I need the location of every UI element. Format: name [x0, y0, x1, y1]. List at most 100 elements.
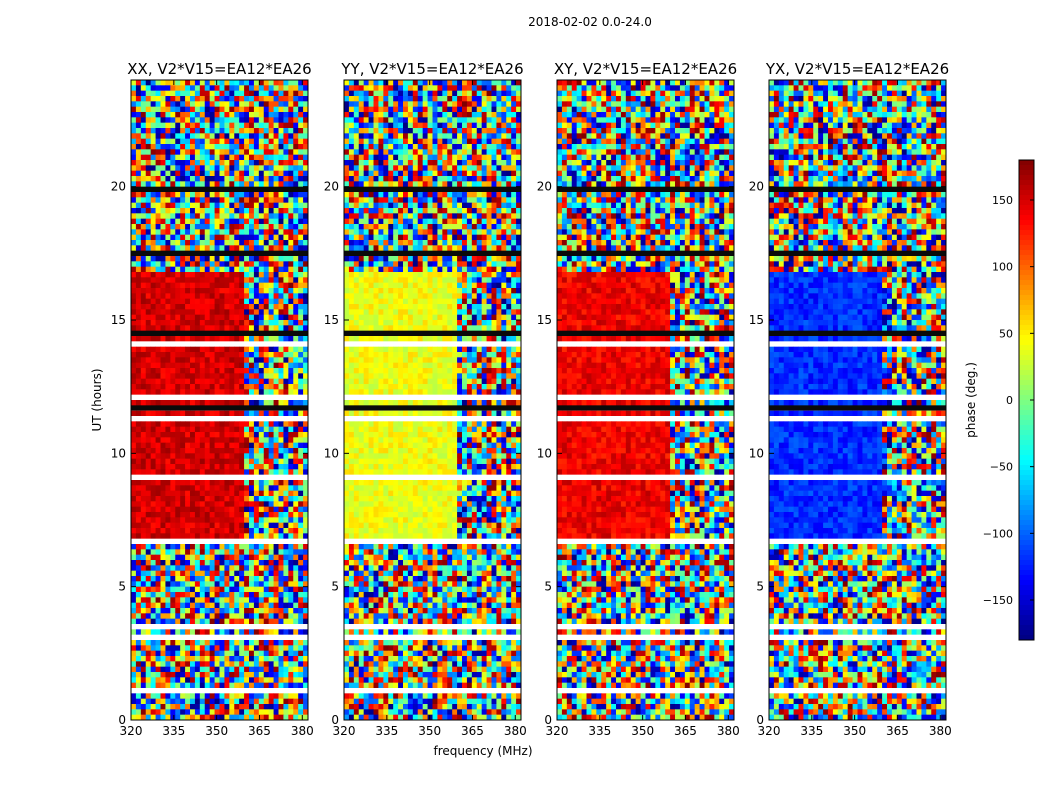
heat-cell: [204, 704, 211, 710]
heat-cell: [170, 277, 176, 284]
heat-cell: [457, 224, 463, 230]
heat-cell: [229, 304, 235, 310]
figure-title: 2018-02-02 0.0-24.0: [528, 15, 652, 29]
heat-cell: [373, 133, 379, 140]
heat-cell: [506, 96, 512, 102]
heat-cell: [229, 448, 235, 454]
heat-cell: [283, 544, 289, 550]
heat-cell: [293, 325, 299, 332]
heat-cell: [145, 234, 152, 241]
heat-cell: [234, 314, 240, 321]
heat-cell: [160, 229, 166, 236]
heat-cell: [253, 256, 260, 262]
heat-cell: [293, 709, 299, 716]
heat-cell: [135, 128, 142, 134]
heat-cell: [239, 592, 245, 598]
heat-cell: [249, 234, 255, 241]
heat-cell: [160, 240, 166, 246]
heat-cell: [190, 421, 196, 428]
heat-cell: [180, 592, 186, 598]
heat-cell: [150, 602, 156, 609]
heat-cell: [466, 208, 473, 214]
heat-cell: [283, 133, 289, 140]
heat-cell: [244, 202, 250, 209]
heat-cell: [185, 245, 191, 252]
heat-cell: [150, 517, 156, 524]
heat-cell: [303, 288, 309, 294]
heat-cell: [150, 565, 156, 572]
heat-cell: [199, 544, 206, 550]
heat-cell: [249, 138, 255, 145]
heat-cell: [190, 544, 196, 550]
heat-cell: [486, 144, 492, 150]
heat-cell: [219, 224, 225, 230]
heat-cell: [398, 218, 404, 225]
heat-cell: [258, 496, 265, 502]
heat-cell: [244, 298, 250, 305]
heat-cell: [224, 554, 230, 561]
heat-cell: [303, 650, 309, 657]
heat-cell: [466, 213, 473, 220]
heat-cell: [303, 682, 309, 689]
heat-cell: [283, 165, 289, 172]
heat-cell: [155, 442, 161, 449]
heat-cell: [150, 213, 156, 220]
heat-cell: [135, 122, 142, 129]
heat-cell: [185, 80, 191, 86]
heat-cell: [165, 453, 171, 460]
heat-cell: [273, 501, 279, 508]
heat-cell: [244, 421, 250, 428]
heat-cell: [388, 160, 394, 166]
heat-cell: [190, 522, 196, 529]
heat-cell: [204, 533, 211, 540]
heat-cell: [491, 128, 497, 134]
heat-cell: [298, 138, 304, 145]
heat-cell: [160, 373, 166, 380]
heat-cell: [165, 133, 171, 140]
heat-cell: [288, 560, 294, 566]
heat-cell: [180, 133, 186, 140]
heat-cell: [204, 368, 211, 374]
heat-cell: [145, 298, 152, 305]
heat-cell: [432, 208, 438, 214]
heat-cell: [516, 90, 522, 97]
heat-cell: [165, 432, 171, 438]
heat-cell: [481, 101, 487, 108]
heat-cell: [224, 320, 230, 326]
heat-cell: [239, 501, 245, 508]
heat-cell: [298, 309, 304, 316]
heat-cell: [185, 608, 191, 614]
heat-cell: [253, 682, 260, 689]
heat-cell: [293, 357, 299, 364]
heat-cell: [303, 352, 309, 358]
heat-cell: [258, 570, 265, 577]
heat-cell: [180, 357, 186, 364]
heat-cell: [175, 181, 181, 188]
heat-cell: [393, 90, 399, 97]
heat-cell: [180, 314, 186, 321]
heat-cell: [199, 256, 206, 262]
heat-cell: [145, 661, 152, 668]
heat-cell: [383, 202, 389, 209]
heat-cell: [140, 586, 147, 593]
heat-cell: [496, 197, 502, 204]
heat-cell: [283, 373, 289, 380]
heat-cell: [432, 85, 438, 92]
heat-cell: [214, 346, 220, 353]
heat-cell: [491, 170, 497, 177]
heat-cell: [175, 693, 181, 700]
heat-cell: [234, 208, 240, 214]
heat-cell: [155, 298, 161, 305]
heat-cell: [293, 101, 299, 108]
heat-cell: [209, 368, 215, 374]
heat-cell: [258, 309, 265, 316]
heat-cell: [442, 224, 448, 230]
heat-cell: [288, 517, 294, 524]
heat-cell: [229, 101, 235, 108]
heat-cell: [150, 256, 156, 262]
heat-cell: [165, 400, 171, 406]
heat-cell: [263, 293, 270, 300]
heat-cell: [373, 160, 379, 166]
heat-cell: [457, 181, 463, 188]
heat-cell: [229, 682, 235, 689]
